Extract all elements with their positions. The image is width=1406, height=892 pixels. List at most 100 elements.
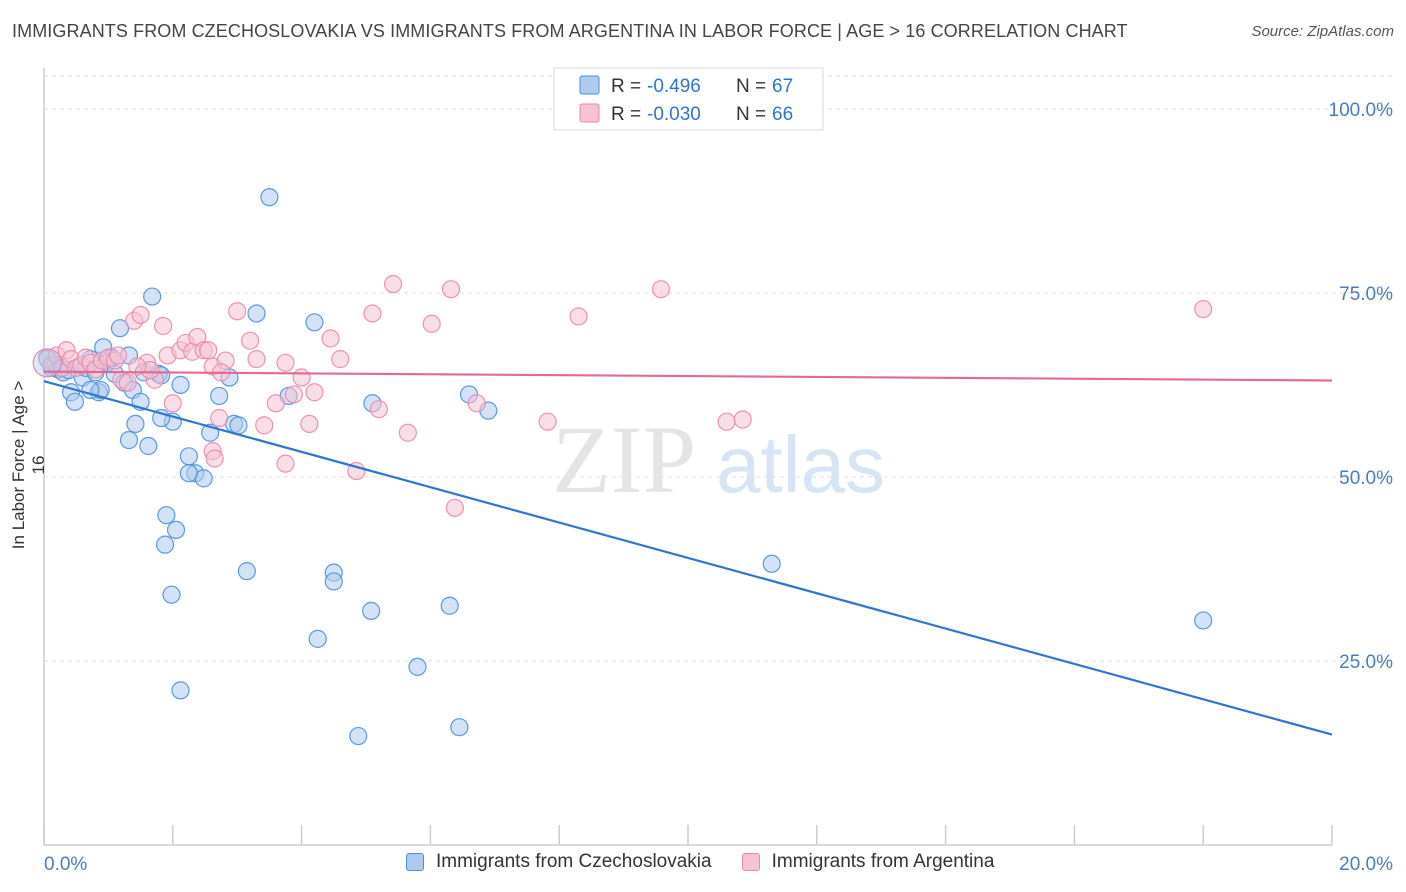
- point-argentina: [276, 353, 295, 372]
- point-argentina: [131, 305, 150, 325]
- stats-n-value-pink: 66: [772, 104, 793, 125]
- point-argentina: [305, 383, 324, 402]
- point-argentina: [369, 400, 388, 419]
- point-czechoslovakia: [179, 464, 198, 483]
- point-argentina: [128, 357, 147, 376]
- point-czechoslovakia: [65, 392, 85, 411]
- stats-r-label-pink: R =: [611, 104, 641, 125]
- legend-swatch-blue: [406, 853, 424, 871]
- point-czechoslovakia: [260, 188, 279, 207]
- x-tick-label: 20.0%: [1339, 854, 1393, 875]
- stats-box: R = -0.496 N = 67 R = -0.030 N = 66: [553, 67, 824, 131]
- watermark-atlas: atlas: [716, 420, 885, 509]
- point-argentina: [247, 350, 266, 369]
- point-argentina: [276, 454, 295, 473]
- stats-n-label-pink: N =: [736, 104, 766, 125]
- point-czechoslovakia: [126, 414, 145, 433]
- point-argentina: [445, 498, 464, 517]
- point-argentina: [422, 314, 441, 333]
- point-czechoslovakia: [1194, 611, 1213, 630]
- point-argentina: [538, 412, 557, 431]
- point-argentina: [363, 304, 382, 323]
- point-czechoslovakia: [110, 319, 130, 338]
- point-czechoslovakia: [179, 447, 198, 466]
- point-argentina: [1194, 299, 1213, 319]
- point-argentina: [255, 416, 274, 435]
- point-argentina: [154, 316, 173, 336]
- point-czechoslovakia: [143, 287, 162, 306]
- legend-item-czechoslovakia: Immigrants from Czechoslovakia: [406, 851, 712, 873]
- legend-swatch-pink: [741, 853, 760, 871]
- source-label: Source: ZipAtlas.com: [1251, 23, 1394, 40]
- point-czechoslovakia: [210, 386, 229, 406]
- stats-r-value-blue: -0.496: [647, 76, 701, 97]
- legend-item-argentina: Immigrants from Argentina: [741, 851, 995, 873]
- legend-label-czechoslovakia: Immigrants from Czechoslovakia: [436, 851, 712, 872]
- point-argentina: [292, 368, 311, 387]
- point-czechoslovakia: [162, 585, 181, 604]
- point-argentina: [441, 280, 461, 299]
- axes: [43, 68, 1333, 846]
- y-tick-label: 75.0%: [1339, 284, 1393, 305]
- point-czechoslovakia: [762, 554, 781, 573]
- point-czechoslovakia: [362, 601, 381, 620]
- point-czechoslovakia: [247, 304, 266, 323]
- point-argentina: [651, 280, 671, 299]
- point-czechoslovakia: [171, 375, 190, 394]
- point-argentina: [398, 423, 417, 442]
- point-argentina: [205, 449, 224, 468]
- watermark-zip: ZIP: [552, 406, 696, 513]
- point-czechoslovakia: [166, 520, 186, 540]
- point-argentina: [266, 394, 285, 413]
- point-czechoslovakia: [408, 657, 427, 676]
- legend: Immigrants from Czechoslovakia Immigrant…: [406, 851, 1024, 873]
- stats-n-value-blue: 67: [772, 76, 793, 97]
- tick-labels: 25.0% 50.0% 75.0% 100.0% 0.0% 20.0%: [44, 100, 1393, 875]
- point-czechoslovakia: [171, 681, 190, 700]
- chart-title: IMMIGRANTS FROM CZECHOSLOVAKIA VS IMMIGR…: [12, 21, 1128, 41]
- point-czechoslovakia: [119, 430, 139, 450]
- point-czechoslovakia: [308, 629, 327, 648]
- point-czechoslovakia: [157, 506, 176, 525]
- point-argentina: [467, 394, 486, 413]
- point-czechoslovakia: [155, 535, 175, 554]
- point-cluster: [32, 348, 62, 378]
- points: [32, 188, 1213, 746]
- trend-line-czechoslovakia: [43, 380, 1333, 736]
- point-czechoslovakia: [237, 562, 256, 581]
- point-czechoslovakia: [450, 718, 469, 737]
- point-argentina: [199, 341, 218, 360]
- point-argentina: [717, 412, 736, 431]
- point-czechoslovakia: [139, 436, 158, 456]
- trend-line-argentina: [43, 370, 1333, 382]
- trend-lines: [43, 370, 1333, 736]
- x-tick-label: 0.0%: [44, 854, 87, 875]
- point-czechoslovakia: [440, 596, 459, 615]
- point-argentina: [163, 394, 182, 413]
- point-argentina: [321, 329, 340, 348]
- y-tick-label: 50.0%: [1339, 468, 1393, 489]
- y-tick-label: 25.0%: [1339, 652, 1393, 673]
- stats-r-value-pink: -0.030: [647, 104, 701, 125]
- stats-r-label-blue: R =: [611, 76, 641, 97]
- stats-swatch-pink: [579, 103, 600, 123]
- point-argentina: [210, 408, 229, 428]
- point-czechoslovakia: [305, 313, 324, 332]
- point-argentina: [118, 373, 137, 392]
- stats-n-label-blue: N =: [736, 76, 766, 97]
- legend-label-argentina: Immigrants from Argentina: [771, 851, 995, 872]
- point-czechoslovakia: [229, 416, 248, 435]
- y-tick-label: 100.0%: [1329, 100, 1394, 121]
- point-argentina: [733, 410, 752, 429]
- point-argentina: [108, 346, 128, 365]
- point-czechoslovakia: [324, 572, 343, 591]
- point-argentina: [569, 307, 588, 326]
- point-argentina: [284, 385, 303, 404]
- point-argentina: [228, 302, 247, 321]
- point-argentina: [383, 274, 403, 294]
- point-argentina: [331, 350, 350, 369]
- point-argentina: [240, 331, 260, 350]
- y-axis-label: In Labor Force | Age > 16: [9, 380, 48, 550]
- point-argentina: [300, 414, 319, 433]
